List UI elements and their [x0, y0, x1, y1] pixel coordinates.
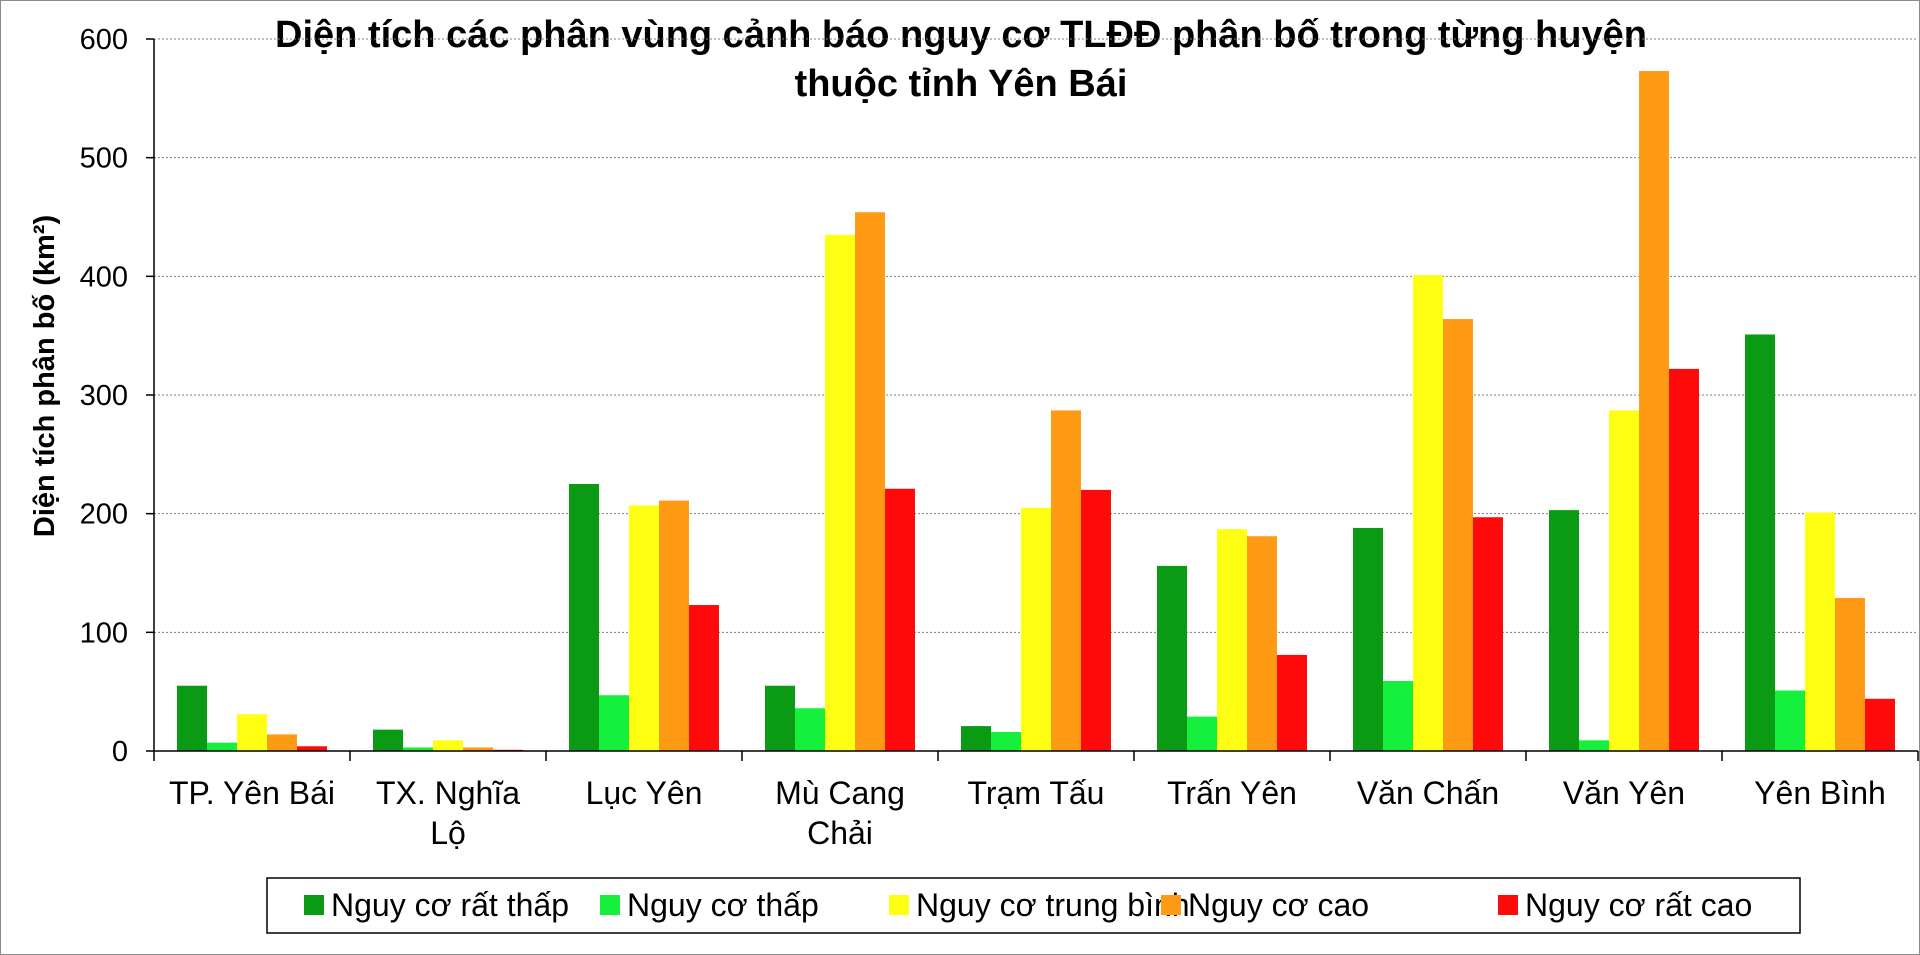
x-category-label: Trạm Tấu — [968, 775, 1105, 811]
bar — [991, 732, 1021, 751]
x-axis-categories: TP. Yên Bái TX. Nghĩa Lộ Lục Yên Mù Cang Chải… — [169, 775, 1886, 851]
y-tick-label: 300 — [80, 380, 128, 412]
bar — [1187, 716, 1217, 751]
bar — [659, 500, 689, 751]
bar — [1217, 529, 1247, 751]
bar — [237, 714, 267, 751]
y-tick-label: 100 — [80, 617, 128, 649]
bar — [1865, 698, 1895, 751]
x-category-label: Yên Bình — [1754, 775, 1886, 811]
series-5 — [297, 368, 1895, 751]
bar — [297, 746, 327, 751]
bar — [885, 488, 915, 751]
bar — [207, 742, 237, 751]
bar — [629, 505, 659, 751]
bar — [1805, 512, 1835, 751]
bar — [373, 729, 403, 751]
bar — [1157, 565, 1187, 751]
legend-item: Nguy cơ trung bình — [889, 887, 1190, 923]
bar — [1353, 527, 1383, 751]
y-axis-ticks: 0 100 200 300 400 500 600 — [80, 24, 154, 768]
y-tick-label: 0 — [112, 736, 128, 768]
bar — [1247, 536, 1277, 751]
bar — [1835, 597, 1865, 751]
series-2 — [207, 680, 1805, 751]
legend-label: Nguy cơ rất cao — [1525, 887, 1752, 923]
bar — [765, 685, 795, 751]
bar — [463, 747, 493, 751]
legend-swatch — [1161, 895, 1181, 915]
chart-title-line-2: thuộc tỉnh Yên Bái — [795, 63, 1128, 105]
bar — [1051, 410, 1081, 751]
x-category-label: Trấn Yên — [1167, 775, 1297, 811]
x-category-label: Văn Chấn — [1357, 775, 1499, 811]
bar — [177, 685, 207, 751]
legend-swatch — [600, 895, 620, 915]
legend: Nguy cơ rất thấp Nguy cơ thấp Nguy cơ trun… — [266, 877, 1801, 934]
series-1 — [177, 334, 1775, 751]
bar — [1081, 489, 1111, 751]
bar — [1021, 507, 1051, 751]
bar — [1579, 740, 1609, 751]
x-category-label: TP. Yên Bái — [169, 775, 335, 811]
legend-label: Nguy cơ trung bình — [916, 887, 1190, 923]
legend-label: Nguy cơ rất thấp — [331, 887, 569, 923]
bar — [855, 212, 885, 752]
bar — [1639, 71, 1669, 752]
legend-item: Nguy cơ cao — [1161, 887, 1369, 923]
x-category-label: Văn Yên — [1563, 775, 1685, 811]
bar — [1383, 680, 1413, 751]
legend-label: Nguy cơ thấp — [627, 887, 819, 923]
y-tick-label: 400 — [80, 261, 128, 293]
bar — [689, 605, 719, 751]
legend-item: Nguy cơ thấp — [600, 887, 819, 923]
chart-title: Diện tích các phân vùng cảnh báo nguy cơ… — [275, 14, 1647, 105]
y-axis-title: Diện tích phân bố (km²) — [29, 215, 61, 537]
bar — [1775, 690, 1805, 751]
bar — [1473, 517, 1503, 751]
bar — [1669, 368, 1699, 751]
y-tick-label: 600 — [80, 24, 128, 56]
legend-swatch — [304, 895, 324, 915]
bar — [1443, 319, 1473, 751]
bar — [795, 708, 825, 751]
bar-series — [177, 71, 1895, 752]
axes — [153, 39, 1919, 761]
x-category-label: Lục Yên — [586, 775, 703, 811]
x-category-label: Mù Cang Chải — [775, 775, 905, 851]
x-category-label: TX. Nghĩa Lộ — [376, 775, 520, 851]
legend-swatch — [889, 895, 909, 915]
legend-swatch — [1498, 895, 1518, 915]
chart-title-line-1: Diện tích các phân vùng cảnh báo nguy cơ… — [275, 14, 1647, 56]
bar — [433, 740, 463, 751]
bar — [1413, 275, 1443, 751]
bar — [569, 484, 599, 751]
y-tick-label: 500 — [80, 143, 128, 175]
bar — [825, 234, 855, 752]
bar — [1609, 410, 1639, 751]
legend-item: Nguy cơ rất thấp — [304, 887, 569, 923]
bar — [267, 734, 297, 751]
bar — [961, 726, 991, 751]
bar — [1549, 510, 1579, 751]
legend-item: Nguy cơ rất cao — [1498, 887, 1752, 923]
bar — [1745, 334, 1775, 751]
bar — [403, 747, 433, 751]
legend-label: Nguy cơ cao — [1188, 887, 1369, 923]
bar — [1277, 654, 1307, 751]
y-tick-label: 200 — [80, 499, 128, 531]
series-3 — [237, 234, 1835, 752]
legend-box — [266, 877, 1801, 934]
series-4 — [267, 71, 1865, 752]
bar — [599, 695, 629, 751]
